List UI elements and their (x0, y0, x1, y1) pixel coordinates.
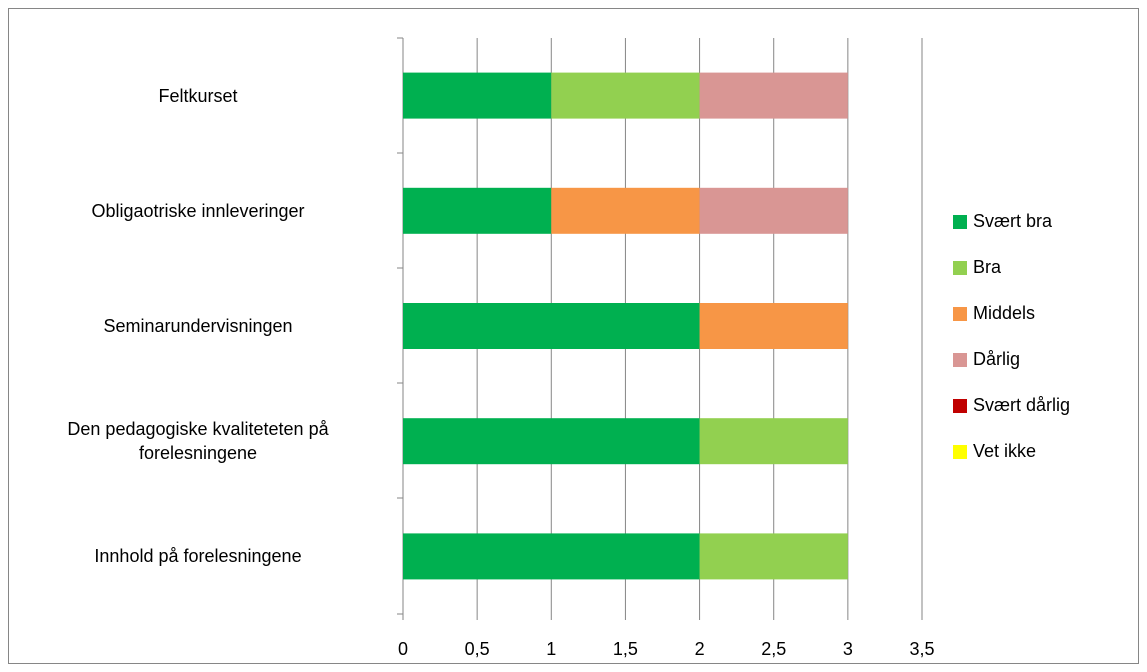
legend-label: Svært bra (973, 211, 1053, 231)
bar-segment (551, 187, 700, 234)
legend-label: Svært dårlig (973, 395, 1070, 415)
bar-segment (403, 303, 700, 349)
x-tick-label: 3 (843, 639, 853, 659)
y-tick-label: Innhold på forelesningene (94, 546, 302, 567)
bar-segment (403, 418, 700, 465)
legend-swatch (953, 307, 967, 321)
legend-swatch (953, 445, 967, 459)
legend-swatch (953, 261, 967, 275)
bar-segment (551, 72, 700, 119)
bar-segment (403, 72, 552, 119)
y-axis-ticks (397, 37, 403, 615)
y-tick-label: Obligaotriske innleveringer (91, 200, 305, 221)
x-tick-label: 3,5 (909, 639, 934, 659)
x-tick-label: 2,5 (761, 639, 786, 659)
bar-segment (699, 187, 848, 234)
legend-label: Vet ikke (973, 441, 1036, 461)
legend-label: Bra (973, 257, 1002, 277)
bar-segment (699, 303, 848, 349)
bar-segment (403, 533, 700, 580)
bar-segment (699, 533, 848, 580)
x-tick-label: 1 (546, 639, 556, 659)
legend-swatch (953, 399, 967, 413)
y-tick-label: Seminarundervisningen (103, 316, 293, 336)
y-tick-label: Feltkurset (158, 85, 238, 106)
legend-swatch (953, 215, 967, 229)
bar-segment (403, 187, 552, 234)
x-tick-label: 0,5 (465, 639, 490, 659)
bar-segment (699, 418, 848, 465)
x-tick-label: 0 (398, 639, 408, 659)
x-tick-label: 1,5 (613, 639, 638, 659)
legend-label: Dårlig (973, 349, 1020, 369)
legend-swatch (953, 353, 967, 367)
x-tick-label: 2 (695, 639, 705, 659)
bar-segment (699, 72, 848, 119)
y-tick-label: Den pedagogiske kvaliteteten på forelesn… (67, 419, 329, 464)
legend-label: Middels (973, 303, 1035, 323)
